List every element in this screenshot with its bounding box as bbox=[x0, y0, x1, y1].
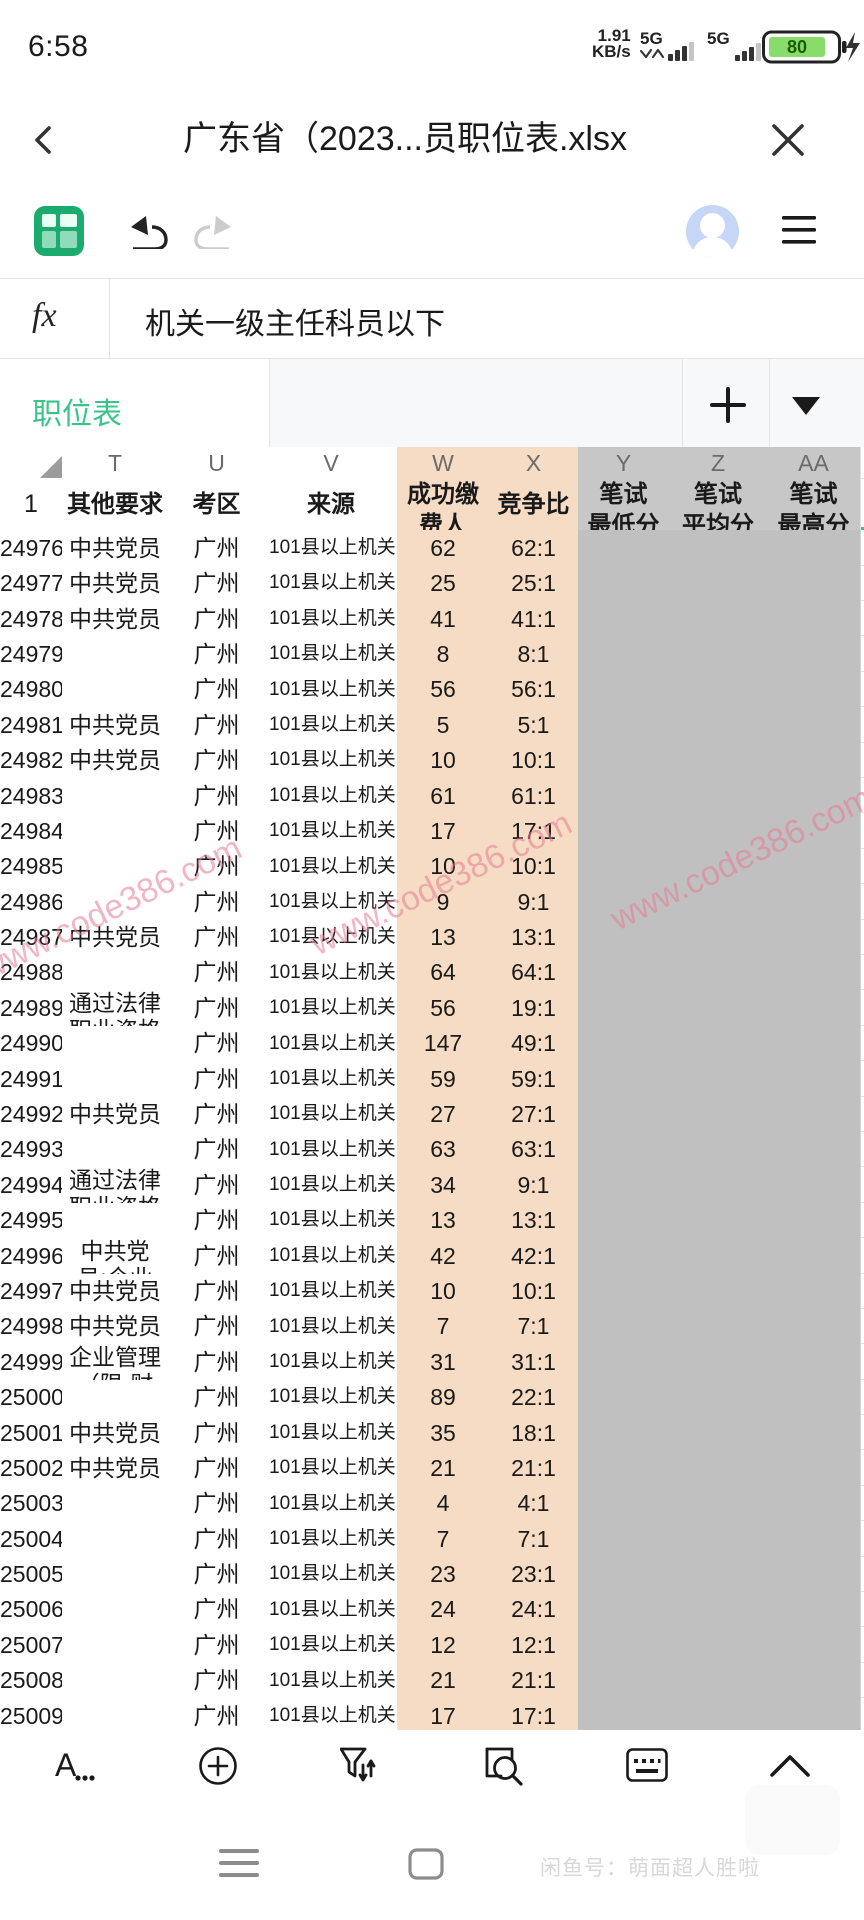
svg-text:5G: 5G bbox=[707, 29, 730, 48]
svg-text:80: 80 bbox=[787, 37, 807, 57]
svg-text:A: A bbox=[55, 1748, 77, 1783]
svg-text:5G: 5G bbox=[640, 29, 663, 48]
